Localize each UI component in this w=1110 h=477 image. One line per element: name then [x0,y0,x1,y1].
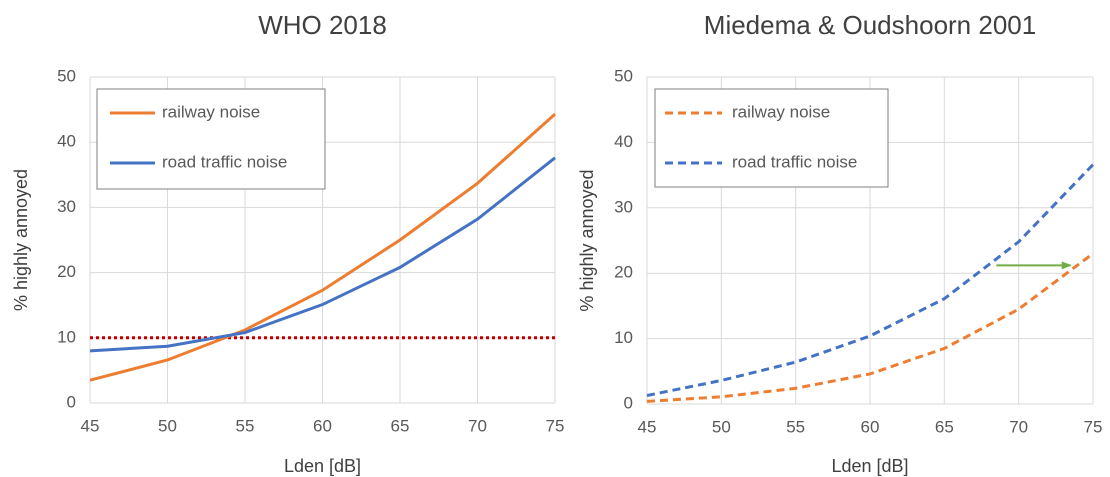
y-tick-label: 50 [614,66,633,85]
x-tick-label: 45 [81,416,100,435]
x-tick-label: 70 [468,416,487,435]
y-tick-label: 20 [57,262,76,281]
x-tick-label: 60 [861,417,880,436]
y-axis-label: % highly annoyed [11,169,31,311]
legend-label: road traffic noise [732,152,857,171]
legend-label: road traffic noise [162,152,287,171]
y-tick-label: 10 [614,328,633,347]
x-tick-label: 50 [712,417,731,436]
x-tick-label: 65 [391,416,410,435]
legend-label: railway noise [732,102,830,121]
y-tick-label: 50 [57,66,76,85]
x-axis-label: Lden [dB] [284,456,361,476]
x-tick-label: 75 [546,416,565,435]
y-tick-label: 0 [624,393,633,412]
chart-title: WHO 2018 [258,10,387,40]
y-axis-label: % highly annoyed [577,169,597,311]
x-tick-label: 75 [1084,417,1103,436]
series-line [646,252,1094,403]
series-line [89,156,556,353]
x-axis-label: Lden [dB] [831,456,908,476]
y-tick-label: 30 [614,197,633,216]
legend-box [654,88,889,188]
legend-label: railway noise [162,102,260,121]
series-line [89,113,556,382]
x-tick-label: 45 [638,417,657,436]
y-tick-label: 10 [57,327,76,346]
y-tick-label: 40 [57,132,76,151]
x-tick-label: 70 [1009,417,1028,436]
y-tick-label: 30 [57,197,76,216]
x-tick-label: 65 [935,417,954,436]
y-tick-label: 20 [614,263,633,282]
legend-box [96,88,326,190]
x-tick-label: 60 [313,416,332,435]
x-tick-label: 55 [236,416,255,435]
series-line [646,163,1095,397]
x-tick-label: 50 [158,416,177,435]
y-tick-label: 0 [67,392,76,411]
chart-title: Miedema & Oudshoorn 2001 [704,10,1036,40]
x-tick-label: 55 [786,417,805,436]
y-tick-label: 40 [614,132,633,151]
